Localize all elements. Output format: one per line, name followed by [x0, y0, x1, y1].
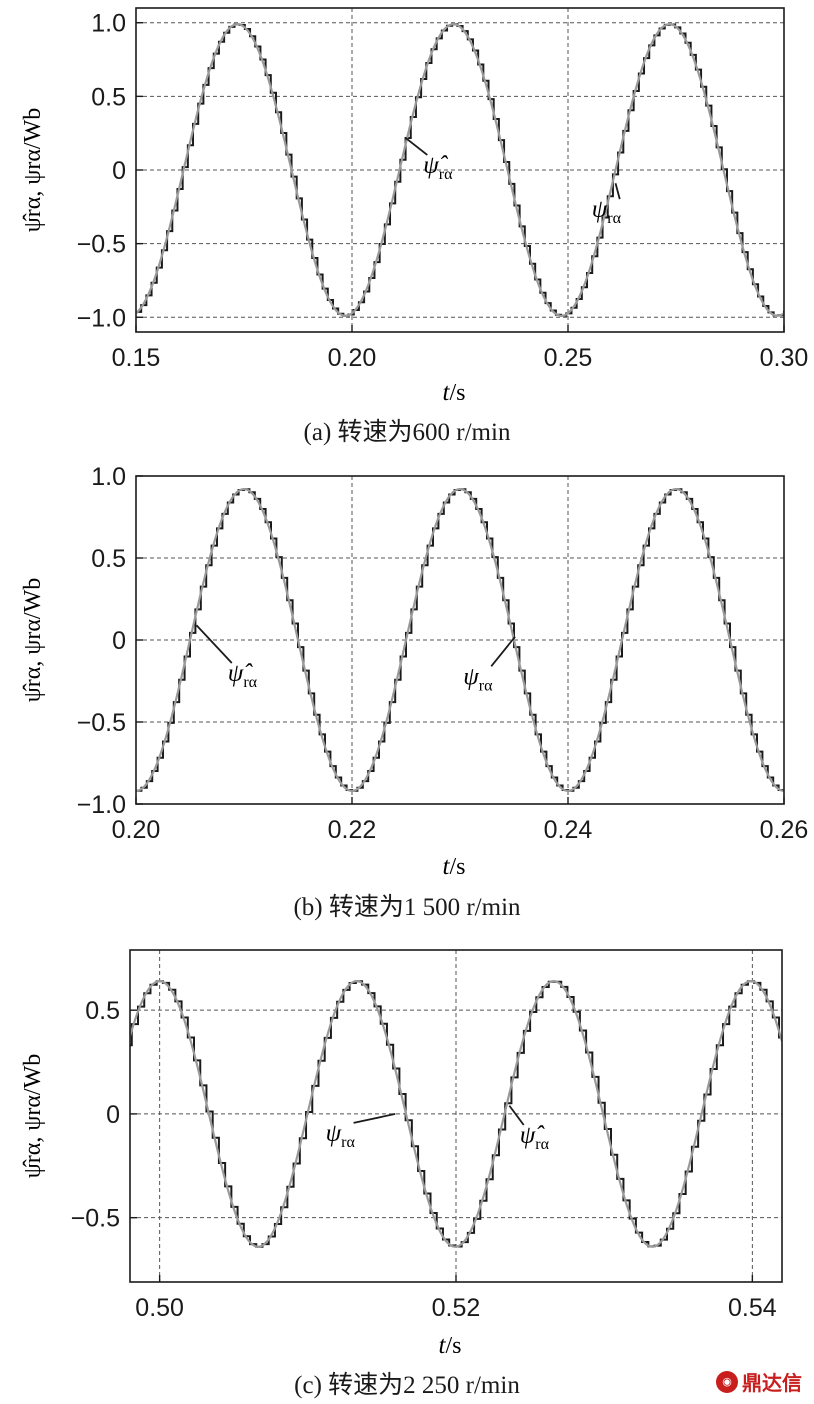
- panel-caption: (c) 转速为2 250 r/min: [294, 1371, 520, 1399]
- watermark: ◉ 鼎达信: [716, 1367, 802, 1396]
- panel-a: 0.15 0.20 0.25 0.30 1.0 0.5 0 −0.5 −1.0 t/s ψ̂rα, …: [20, 7, 809, 446]
- panel-c: 0.50 0.52 0.540.50−0.5t/sψ̂rα, ψrα/Wb ψrα ψ̂…: [20, 949, 783, 1399]
- x-tick-label: 0.50: [135, 1294, 184, 1322]
- annotation-label: ψ̂rα: [423, 152, 453, 183]
- x-tick-label: 0.30: [760, 344, 809, 372]
- watermark-text: 鼎达信: [742, 1371, 802, 1395]
- watermark-logo-icon: ◉: [716, 1370, 738, 1393]
- y-tick-label: 0: [112, 627, 126, 655]
- x-tick-label: 0.20: [328, 344, 377, 372]
- annotation-label: ψrα: [326, 1120, 356, 1151]
- annotation-leader: [404, 136, 428, 156]
- x-axis-label: t/s: [443, 379, 466, 406]
- y-tick-label: 0: [112, 157, 126, 185]
- y-tick-label: −1.0: [77, 791, 126, 819]
- annotation-leader: [353, 1113, 396, 1124]
- y-tick-label: 1.0: [91, 10, 126, 38]
- series-psi-measured-line: [136, 488, 784, 792]
- y-tick-label: −1.0: [77, 304, 126, 332]
- y-tick-label: 0.5: [91, 83, 126, 111]
- series-psi-measured-line: [130, 980, 782, 1248]
- y-axis-label: ψ̂rα, ψrα/Wb: [20, 1054, 46, 1179]
- annotation-leader: [195, 624, 233, 664]
- y-tick-label: −0.5: [71, 1205, 120, 1233]
- x-tick-label: 0.54: [728, 1294, 777, 1322]
- x-tick-label: 0.22: [328, 816, 377, 844]
- x-tick-label: 0.25: [544, 344, 593, 372]
- annotation-leader: [508, 1105, 525, 1126]
- annotation-leader: [490, 636, 516, 667]
- panel-b: 0.20 0.22 0.24 0.26 1.0 0.5 0 −0.5 −1.0 t/s ψ̂rα, …: [20, 463, 808, 921]
- series-psi-measured-line: [136, 23, 784, 317]
- y-tick-label: 1.0: [91, 463, 126, 491]
- x-tick-label: 0.15: [112, 344, 161, 372]
- panel-caption: (a) 转速为600 r/min: [304, 418, 511, 446]
- y-tick-label: 0: [106, 1101, 120, 1129]
- x-tick-label: 0.26: [760, 816, 809, 844]
- panel-caption: (b) 转速为1 500 r/min: [293, 893, 521, 921]
- y-tick-label: 0.5: [85, 997, 120, 1025]
- annotation-label: ψrα: [592, 196, 622, 227]
- x-axis-label: t/s: [439, 1332, 462, 1359]
- x-tick-label: 0.20: [112, 816, 161, 844]
- y-tick-label: −0.5: [77, 231, 126, 259]
- y-tick-label: −0.5: [77, 709, 126, 737]
- annotation-label: ψ̂rα: [228, 660, 258, 691]
- annotation-label: ψ̂rα: [520, 1122, 550, 1153]
- x-tick-label: 0.52: [432, 1294, 481, 1322]
- annotation-label: ψrα: [463, 663, 493, 694]
- y-axis-label: ψ̂rα, ψrα/Wb: [20, 108, 46, 233]
- x-axis-label: t/s: [443, 853, 466, 880]
- y-axis-label: ψ̂rα, ψrα/Wb: [20, 578, 46, 703]
- annotation-leader: [614, 183, 621, 200]
- x-tick-label: 0.24: [544, 816, 593, 844]
- y-tick-label: 0.5: [91, 545, 126, 573]
